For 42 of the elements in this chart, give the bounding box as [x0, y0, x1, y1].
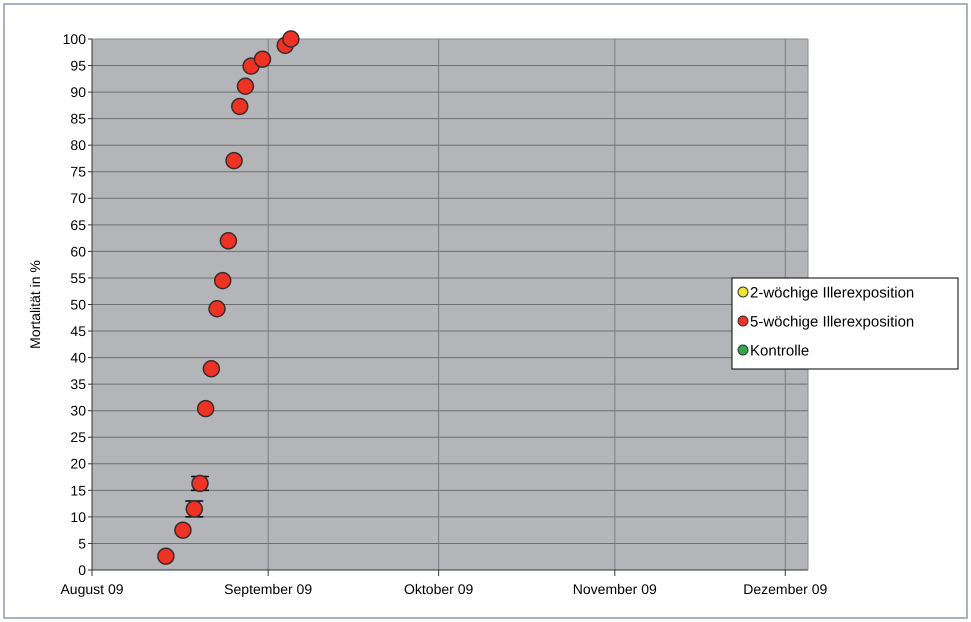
- point: [282, 30, 300, 48]
- y-tick-label: 10: [70, 508, 86, 525]
- y-tick-label: 20: [70, 456, 86, 472]
- x-tick-label: Dezember 09: [743, 581, 828, 597]
- x-tick-label: September 09: [224, 581, 312, 597]
- y-axis-title: Mortalität in %: [27, 260, 43, 349]
- y-tick-label: 100: [62, 30, 86, 47]
- y-tick-label: 80: [70, 137, 86, 154]
- point: [214, 272, 232, 290]
- y-tick-label: 90: [70, 84, 86, 100]
- y-tick-label: 30: [70, 402, 86, 419]
- legend-label: 2-wöchige Illerexposition: [750, 284, 914, 302]
- y-tick-label: 55: [70, 270, 86, 286]
- point: [174, 521, 192, 539]
- y-tick-label: 75: [70, 164, 86, 180]
- y-tick-label: 85: [70, 110, 86, 127]
- y-tick-label: 60: [70, 243, 86, 260]
- y-tick-label: 95: [70, 57, 86, 74]
- point: [220, 232, 238, 250]
- legend-label: Kontrolle: [750, 342, 810, 360]
- y-tick-label: 40: [70, 350, 86, 366]
- x-tick-label: November 09: [572, 581, 658, 597]
- point: [231, 98, 248, 116]
- y-tick-label: 35: [70, 376, 86, 392]
- point: [236, 78, 254, 95]
- y-tick-label: 65: [70, 216, 86, 233]
- y-tick-label: 45: [70, 322, 86, 339]
- y-tick-label: 70: [70, 190, 86, 206]
- y-tick-label: 0: [78, 562, 86, 578]
- x-tick-label: Oktober 09: [404, 581, 474, 597]
- y-tick-label: 25: [70, 429, 86, 446]
- point: [202, 360, 220, 378]
- legend-label: 5-wöchige Illerexposition: [750, 313, 914, 330]
- point: [157, 547, 175, 565]
- y-tick-label: 50: [70, 296, 86, 312]
- point: [196, 400, 214, 418]
- y-tick-label: 5: [78, 535, 86, 552]
- x-tick-label: August 09: [60, 581, 124, 597]
- y-tick-label: 15: [70, 482, 86, 498]
- point: [254, 50, 272, 68]
- point: [208, 300, 226, 318]
- point: [225, 152, 243, 170]
